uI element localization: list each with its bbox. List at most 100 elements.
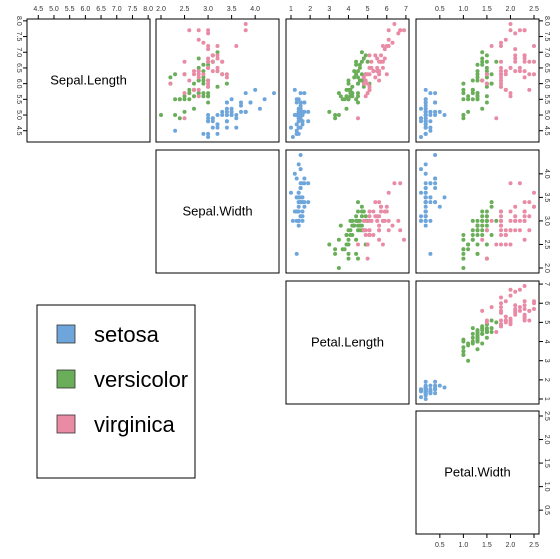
point-virginica	[508, 242, 513, 247]
point-virginica	[363, 233, 368, 237]
point-virginica	[375, 56, 380, 61]
point-versicolor	[346, 78, 351, 83]
point-setosa	[423, 181, 428, 186]
point-setosa	[433, 91, 438, 96]
point-virginica	[513, 303, 518, 308]
point-versicolor	[336, 266, 341, 270]
point-virginica	[196, 72, 201, 77]
diag-label-petal-length: Petal.Length	[311, 335, 384, 350]
point-virginica	[367, 214, 372, 219]
point-virginica	[365, 72, 370, 77]
point-virginica	[484, 81, 489, 86]
point-setosa	[220, 109, 225, 114]
point-versicolor	[475, 251, 480, 256]
point-virginica	[365, 91, 370, 96]
panels: Sepal.Length Sepal.Width Petal.Length Petal…	[15, 6, 550, 549]
point-virginica	[517, 218, 522, 223]
point-virginica	[398, 28, 403, 33]
point-virginica	[392, 181, 397, 186]
point-virginica	[508, 65, 513, 70]
point-virginica	[356, 242, 360, 247]
point-versicolor	[489, 326, 494, 331]
point-versicolor	[466, 97, 471, 102]
point-versicolor	[480, 214, 485, 219]
point-setosa	[239, 109, 243, 114]
point-setosa	[294, 195, 299, 200]
point-virginica	[522, 299, 527, 304]
point-setosa	[419, 395, 423, 400]
point-versicolor	[356, 256, 360, 261]
point-virginica	[201, 72, 206, 77]
point-versicolor	[356, 228, 360, 233]
point-setosa	[290, 135, 295, 139]
point-virginica	[522, 284, 527, 288]
tick-label-sepal-length: 4.5	[33, 6, 43, 13]
point-virginica	[375, 65, 380, 70]
tick-label-petal-width: 0.5	[435, 542, 445, 549]
point-setosa	[296, 113, 301, 117]
point-versicolor	[356, 81, 360, 86]
point-versicolor	[470, 335, 475, 340]
panel-petal-length-petal-width	[415, 280, 540, 405]
point-versicolor	[461, 81, 466, 86]
point-versicolor	[480, 341, 485, 346]
point-setosa	[442, 195, 447, 200]
point-setosa	[224, 113, 229, 117]
point-setosa	[423, 171, 428, 176]
point-virginica	[527, 87, 532, 92]
point-versicolor	[480, 59, 485, 64]
point-setosa	[433, 100, 438, 105]
point-setosa	[300, 209, 305, 214]
point-virginica	[380, 65, 385, 70]
point-virginica	[382, 56, 387, 61]
point-virginica	[480, 78, 485, 83]
tick-label-petal-width: 2.5	[529, 6, 539, 13]
point-virginica	[503, 299, 508, 304]
point-virginica	[499, 214, 503, 219]
point-virginica	[522, 307, 527, 311]
point-versicolor	[475, 72, 480, 77]
point-virginica	[379, 209, 383, 214]
point-virginica	[206, 31, 211, 36]
point-virginica	[499, 72, 503, 77]
point-setosa	[296, 125, 301, 130]
panel-sepal-width-sepal-width	[155, 149, 280, 274]
tick-label-sepal-length: 8.0	[143, 6, 153, 13]
point-versicolor	[206, 91, 211, 96]
point-virginica	[499, 44, 503, 48]
point-setosa	[302, 91, 307, 96]
point-setosa	[433, 181, 438, 186]
point-virginica	[503, 233, 508, 237]
point-virginica	[379, 204, 383, 209]
point-versicolor	[480, 62, 485, 67]
point-setosa	[437, 109, 442, 114]
point-virginica	[386, 218, 391, 223]
point-virginica	[371, 209, 376, 214]
point-setosa	[423, 389, 428, 394]
point-versicolor	[480, 331, 485, 336]
point-setosa	[419, 218, 423, 223]
point-versicolor	[340, 247, 345, 252]
point-virginica	[375, 69, 380, 74]
point-virginica	[168, 81, 173, 86]
point-virginica	[206, 59, 211, 64]
tick-label-sepal-width: 2.0	[543, 263, 550, 273]
point-setosa	[292, 171, 297, 176]
point-versicolor	[346, 87, 351, 92]
legend-label-versicolor: versicolor	[94, 367, 188, 392]
point-versicolor	[489, 72, 494, 77]
point-setosa	[229, 109, 234, 114]
point-versicolor	[354, 62, 359, 67]
point-virginica	[480, 308, 485, 313]
point-virginica	[365, 242, 370, 247]
point-versicolor	[356, 69, 360, 74]
point-setosa	[296, 119, 301, 124]
point-virginica	[367, 209, 372, 214]
point-virginica	[402, 237, 406, 242]
point-versicolor	[177, 116, 182, 121]
tick-label-petal-width: 1.0	[459, 6, 469, 13]
point-setosa	[419, 119, 423, 124]
panel-sepal-width-petal-width	[415, 149, 540, 274]
point-virginica	[522, 28, 527, 33]
point-setosa	[289, 190, 293, 195]
